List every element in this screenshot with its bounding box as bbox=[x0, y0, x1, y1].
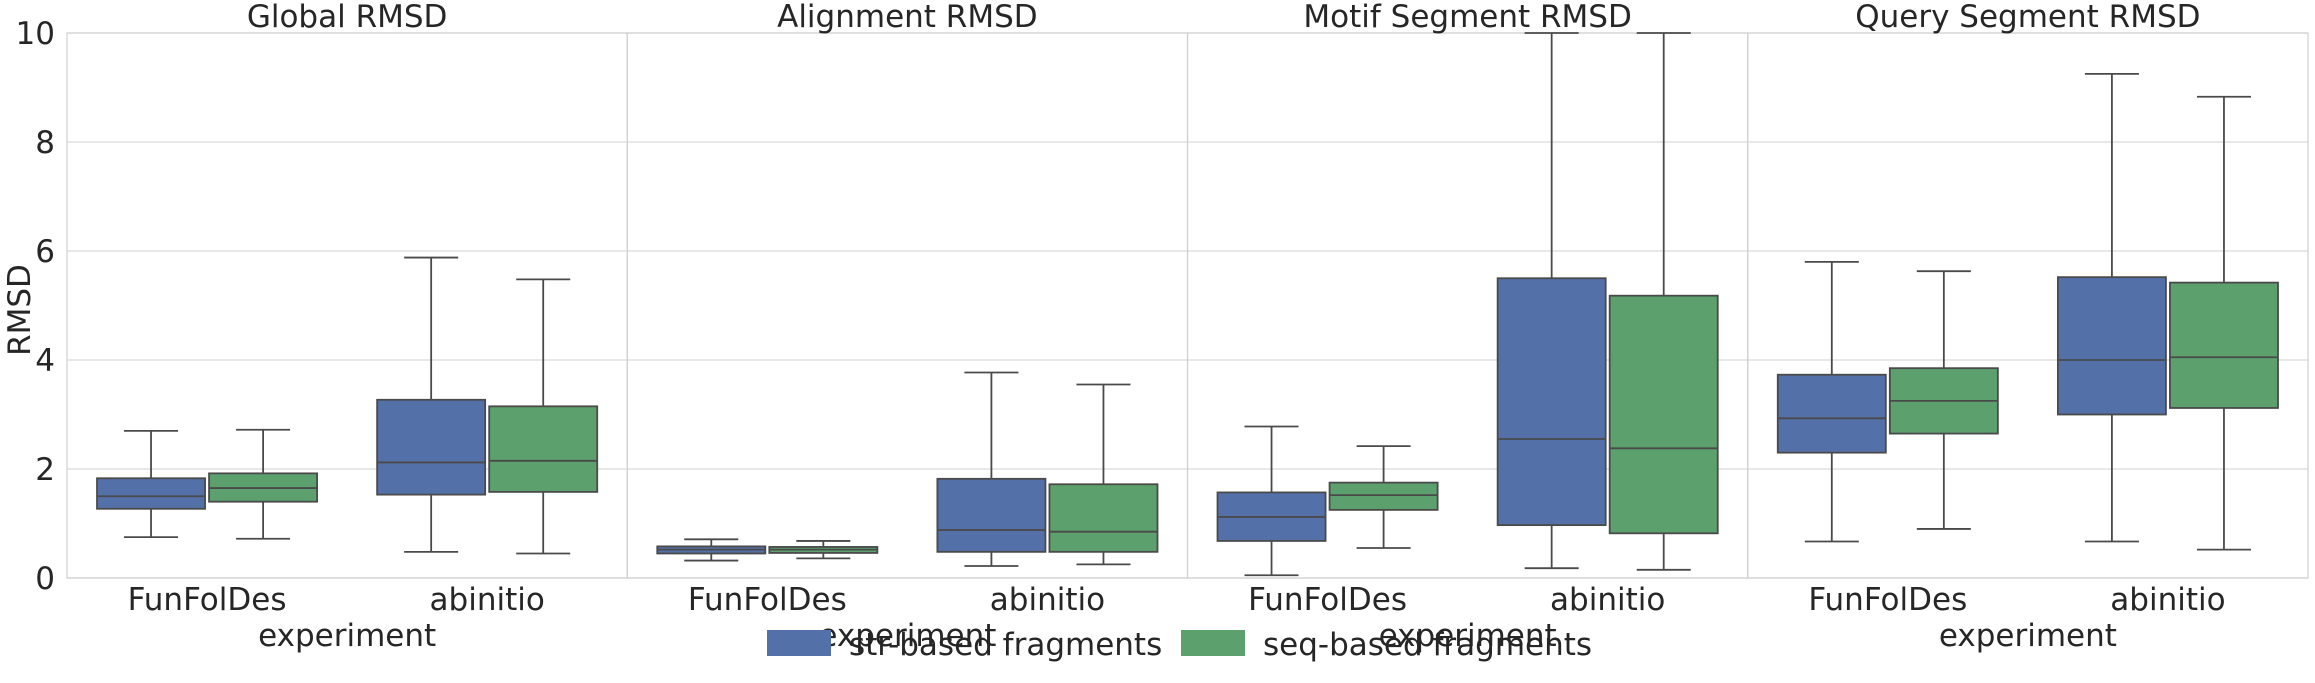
facet-title: Global RMSD bbox=[247, 0, 448, 35]
box-seq-based-fragments bbox=[208, 428, 319, 540]
facet-2: Motif Segment RMSD FunFolDes abinitioexper… bbox=[1186, 0, 1749, 654]
legend-swatch bbox=[767, 630, 831, 656]
x-axis-label: experiment bbox=[818, 618, 996, 654]
box-str-based-fragments bbox=[376, 256, 487, 553]
legend: str-based fragments seq-based fragments bbox=[767, 627, 1592, 663]
box-seq-based-fragments bbox=[1048, 383, 1159, 566]
x-tick-label: abinitio bbox=[430, 582, 545, 618]
x-axis-label: experiment bbox=[258, 618, 436, 654]
box-body bbox=[1608, 294, 1719, 535]
facet-3: Query Segment RMSD FunFolDes abinitioexper… bbox=[1747, 0, 2309, 654]
box-str-based-fragments bbox=[656, 538, 767, 562]
x-axis-label: experiment bbox=[1939, 618, 2117, 654]
x-tick-label: abinitio bbox=[2110, 582, 2225, 618]
box-seq-based-fragments bbox=[1888, 270, 1999, 530]
x-tick-label: FunFolDes bbox=[128, 582, 287, 618]
box-body bbox=[1048, 483, 1159, 553]
x-tick-label: abinitio bbox=[1550, 582, 1665, 618]
x-tick-label: abinitio bbox=[990, 582, 1105, 618]
x-tick-label: FunFolDes bbox=[1248, 582, 1407, 618]
legend-label: seq-based fragments bbox=[1263, 627, 1592, 663]
box-str-based-fragments bbox=[1216, 425, 1327, 577]
box-seq-based-fragments bbox=[1328, 445, 1439, 549]
box-body bbox=[1328, 481, 1439, 511]
box-body bbox=[2056, 276, 2167, 416]
box-str-based-fragments bbox=[1776, 260, 1887, 543]
facet-title: Motif Segment RMSD bbox=[1303, 0, 1631, 35]
y-tick-label: 10 bbox=[16, 16, 55, 52]
legend-label: str-based fragments bbox=[849, 627, 1162, 663]
y-tick-label: 2 bbox=[35, 452, 55, 488]
facet-title: Alignment RMSD bbox=[777, 0, 1038, 35]
box-seq-based-fragments bbox=[2169, 95, 2279, 551]
y-axis-label: RMSD bbox=[2, 264, 38, 356]
box-str-based-fragments bbox=[96, 429, 206, 539]
box-body bbox=[96, 477, 206, 510]
box-body bbox=[376, 398, 487, 496]
y-tick-label: 0 bbox=[35, 561, 55, 597]
box-str-based-fragments bbox=[2056, 72, 2167, 543]
y-tick-label: 8 bbox=[35, 125, 55, 161]
box-seq-based-fragments bbox=[488, 278, 599, 555]
facet-frame bbox=[1747, 32, 2309, 579]
box-body bbox=[1496, 277, 1607, 527]
box-str-based-fragments bbox=[1496, 32, 1607, 570]
box-body bbox=[936, 477, 1047, 553]
x-tick-label: FunFolDes bbox=[688, 582, 847, 618]
legend-swatch bbox=[1181, 630, 1245, 656]
y-tick-label: 6 bbox=[35, 234, 55, 270]
box-body bbox=[488, 405, 599, 493]
facet-title: Query Segment RMSD bbox=[1855, 0, 2200, 35]
box-body bbox=[1776, 373, 1887, 454]
box-str-based-fragments bbox=[936, 371, 1047, 567]
x-tick-label: FunFolDes bbox=[1808, 582, 1967, 618]
y-tick-label: 4 bbox=[35, 343, 55, 379]
box-body bbox=[2169, 281, 2279, 409]
x-axis-label: experiment bbox=[1379, 618, 1557, 654]
box-seq-based-fragments bbox=[1608, 32, 1719, 571]
box-seq-based-fragments bbox=[768, 540, 879, 560]
facet-1: Alignment RMSD FunFolDes abinitioexperimen… bbox=[626, 0, 1189, 654]
